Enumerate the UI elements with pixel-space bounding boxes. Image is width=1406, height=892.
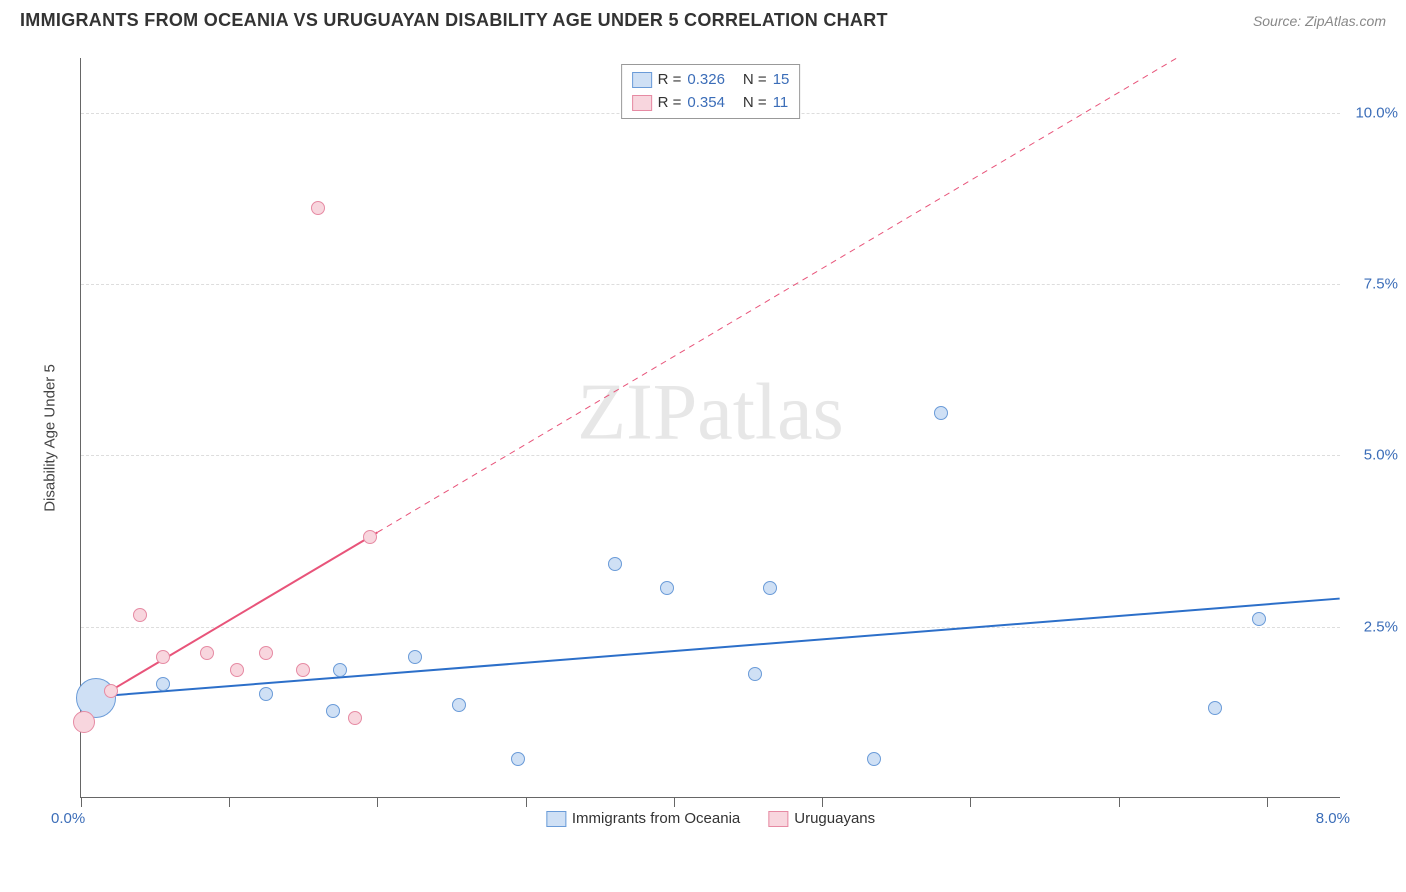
data-point (73, 711, 95, 733)
data-point (311, 201, 325, 215)
y-tick-label: 5.0% (1364, 447, 1398, 464)
x-tick (377, 797, 378, 807)
legend-swatch-oceania (632, 72, 652, 88)
legend-label-oceania: Immigrants from Oceania (572, 810, 740, 827)
data-point (363, 530, 377, 544)
data-point (156, 677, 170, 691)
data-point (934, 406, 948, 420)
y-tick-label: 2.5% (1364, 618, 1398, 635)
x-axis-max-label: 8.0% (1316, 810, 1350, 827)
plot-region: ZIPatlas R = 0.326 N = 15 R = 0.354 N = … (80, 58, 1340, 798)
data-point (156, 650, 170, 664)
x-tick (970, 797, 971, 807)
bottom-legend: Immigrants from Oceania Uruguayans (546, 810, 875, 827)
x-tick (1267, 797, 1268, 807)
y-tick-label: 7.5% (1364, 276, 1398, 293)
source-label: Source: ZipAtlas.com (1253, 13, 1386, 29)
legend-row-uruguayans: R = 0.354 N = 11 (632, 92, 790, 115)
data-point (867, 752, 881, 766)
x-tick (229, 797, 230, 807)
r-label: R = (658, 69, 682, 92)
n-label: N = (743, 69, 767, 92)
x-tick (526, 797, 527, 807)
legend-item-uruguayans: Uruguayans (768, 810, 875, 827)
data-point (200, 646, 214, 660)
x-tick (81, 797, 82, 807)
r-value-oceania: 0.326 (687, 69, 725, 92)
legend-swatch-oceania-icon (546, 811, 566, 827)
n-value-oceania: 15 (773, 69, 790, 92)
data-point (326, 704, 340, 718)
data-point (748, 667, 762, 681)
data-point (763, 581, 777, 595)
r-label: R = (658, 92, 682, 115)
data-point (1252, 612, 1266, 626)
legend-swatch-uruguayans-icon (768, 811, 788, 827)
data-point (333, 663, 347, 677)
legend-label-uruguayans: Uruguayans (794, 810, 875, 827)
data-point (230, 663, 244, 677)
data-point (511, 752, 525, 766)
legend-row-oceania: R = 0.326 N = 15 (632, 69, 790, 92)
n-value-uruguayans: 11 (773, 92, 789, 115)
x-tick (1119, 797, 1120, 807)
chart-title: IMMIGRANTS FROM OCEANIA VS URUGUAYAN DIS… (20, 10, 888, 31)
r-value-uruguayans: 0.354 (687, 92, 725, 115)
y-tick-label: 10.0% (1355, 104, 1398, 121)
data-point (1208, 701, 1222, 715)
data-point (296, 663, 310, 677)
x-axis-min-label: 0.0% (51, 810, 85, 827)
n-label: N = (743, 92, 767, 115)
y-axis-label: Disability Age Under 5 (42, 364, 59, 512)
data-point (133, 608, 147, 622)
data-point (104, 684, 118, 698)
legend-item-oceania: Immigrants from Oceania (546, 810, 740, 827)
data-point (660, 581, 674, 595)
trend-lines (81, 58, 1340, 797)
data-point (452, 698, 466, 712)
data-point (259, 687, 273, 701)
x-tick (822, 797, 823, 807)
chart-area: Disability Age Under 5 ZIPatlas R = 0.32… (50, 48, 1380, 828)
data-point (608, 557, 622, 571)
x-tick (674, 797, 675, 807)
data-point (348, 711, 362, 725)
data-point (259, 646, 273, 660)
stats-legend: R = 0.326 N = 15 R = 0.354 N = 11 (621, 64, 801, 119)
data-point (408, 650, 422, 664)
legend-swatch-uruguayans (632, 95, 652, 111)
